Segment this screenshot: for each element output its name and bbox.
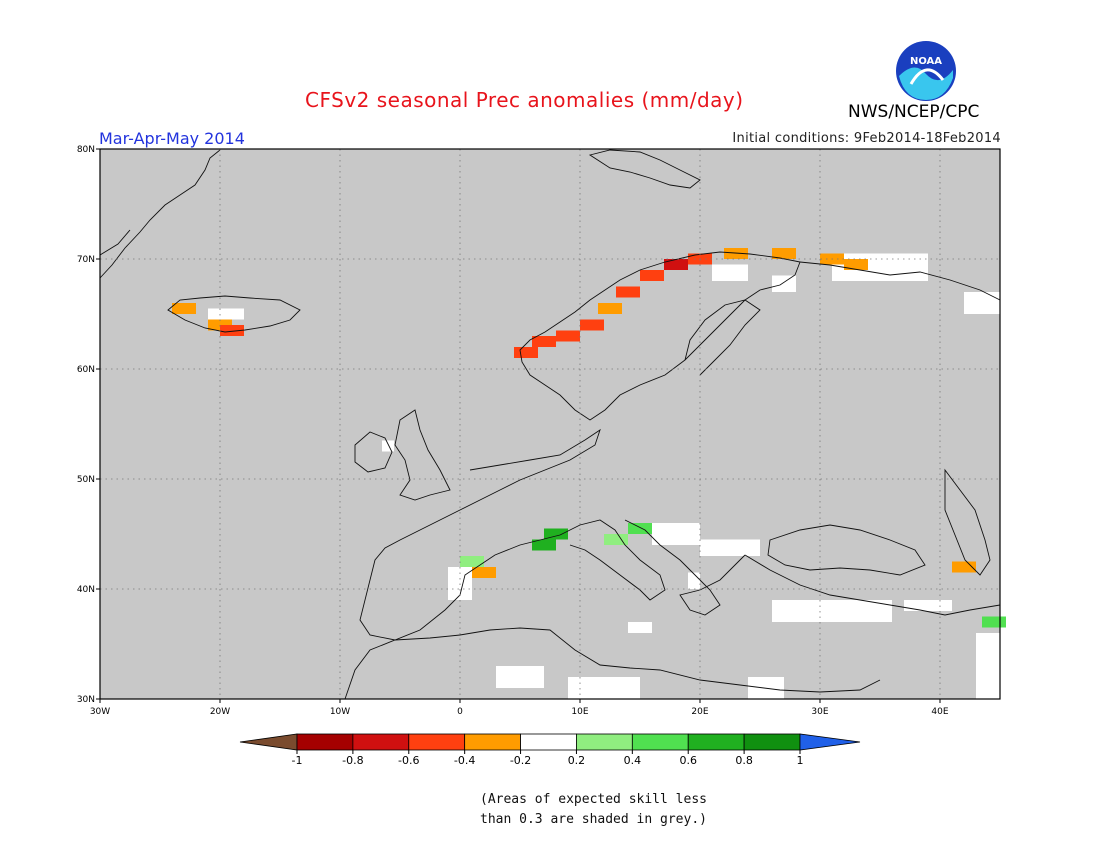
lat-tick-label: 30N: [77, 695, 95, 705]
lon-tick-label: 10E: [571, 707, 588, 717]
agency-label: NWS/NCEP/CPC: [848, 102, 980, 122]
footnote-line-1: (Areas of expected skill less: [480, 792, 707, 807]
coast-black-sea: [767, 524, 926, 576]
colorbar-segment: [464, 733, 521, 751]
coast-scandinavia: [519, 251, 801, 421]
lon-tick-label: 20E: [691, 707, 708, 717]
colorbar-high-arrow: [799, 733, 861, 751]
lon-tick-label: 10W: [330, 707, 350, 717]
anomaly-cell: [844, 259, 868, 270]
anomaly-cell: [580, 319, 604, 331]
anomaly-cell: [472, 567, 496, 578]
initial-conditions-label: Initial conditions: 9Feb2014-18Feb2014: [732, 131, 1001, 146]
coast-svalbard: [588, 149, 701, 189]
colorbar-low-arrow: [239, 733, 298, 751]
anomaly-cell: [628, 523, 652, 534]
colorbar-label: 0.6: [679, 754, 697, 767]
near-normal-patch: [772, 600, 892, 622]
colorbar-label: -1: [292, 754, 303, 767]
lat-tick-label: 80N: [77, 145, 95, 155]
near-normal-patch: [568, 677, 640, 699]
anomaly-cell: [598, 303, 622, 314]
anomaly-cell: [664, 259, 688, 270]
near-normal-patch: [208, 308, 244, 320]
skill-footnote: (Areas of expected skill less than 0.3 a…: [480, 790, 780, 830]
colorbar-label: 0.2: [568, 754, 586, 767]
anomaly-cell: [220, 325, 244, 336]
lat-tick-label: 50N: [77, 475, 95, 485]
coast-iceland: [167, 295, 301, 333]
noaa-logo: NOAA: [896, 41, 956, 101]
coast-bothnia: [684, 299, 761, 376]
chart-title: CFSv2 seasonal Prec anomalies (mm/day): [305, 88, 744, 112]
anomaly-cell: [460, 556, 484, 567]
anomaly-cell: [172, 303, 196, 314]
footnote-line-2: than 0.3 are shaded in grey.): [480, 812, 707, 827]
lon-tick-label: 40E: [931, 707, 948, 717]
near-normal-patch: [712, 264, 748, 281]
graticule: [100, 149, 1000, 699]
map-frame: [99, 148, 1001, 700]
logo-text: NOAA: [910, 56, 942, 67]
colorbar-label: 1: [797, 754, 804, 767]
colorbar-label: 0.8: [735, 754, 753, 767]
anomaly-cell: [640, 270, 664, 281]
anomaly-cell: [982, 616, 1006, 628]
near-normal-patch: [964, 292, 1000, 314]
colorbar: -1 -0.8 -0.6 -0.4 -0.2 0.2 0.4 0.6 0.8 1: [239, 733, 861, 767]
coast-britain: [394, 409, 451, 501]
coast-italy: [559, 519, 666, 601]
anomaly-cell: [616, 286, 640, 298]
colorbar-segment: [296, 733, 354, 751]
colorbar-segment: [576, 733, 633, 751]
colorbar-segment: [631, 733, 689, 751]
near-normal-patch: [976, 633, 1000, 699]
anomaly-cell: [604, 534, 628, 545]
axis-ticks: 30W 20W 10W 0 10E 20E 30E 40E 30N 40N 50N 60N 70N 80N: [77, 145, 949, 717]
colorbar-segment: [352, 733, 410, 751]
lon-tick-label: 0: [457, 707, 463, 717]
season-label: Mar-Apr-May 2014: [99, 129, 245, 148]
colorbar-label: -0.6: [398, 754, 419, 767]
coast-caspian: [944, 468, 991, 576]
near-normal-patch: [688, 572, 700, 589]
near-normal-patch: [628, 622, 652, 633]
anomaly-cell: [532, 539, 556, 551]
colorbar-label: -0.8: [342, 754, 363, 767]
anomaly-cell: [514, 347, 538, 358]
coast-turkey: [744, 554, 1001, 616]
lat-tick-label: 60N: [77, 365, 95, 375]
anomaly-cell: [556, 330, 580, 342]
lat-tick-label: 70N: [77, 255, 95, 265]
colorbar-segment: [408, 733, 466, 751]
near-normal-patch: [496, 666, 544, 688]
colorbar-segment: [520, 733, 577, 751]
anomaly-cell: [772, 248, 796, 259]
lon-tick-label: 20W: [210, 707, 230, 717]
near-normal-patch: [382, 440, 394, 452]
near-normal-patch: [700, 539, 760, 556]
lon-tick-label: 30E: [811, 707, 828, 717]
coast-ireland: [354, 431, 393, 473]
coast-greenland: [99, 149, 221, 279]
colorbar-segment: [687, 733, 745, 751]
lon-tick-label: 30W: [90, 707, 110, 717]
coast-balkans: [624, 519, 746, 616]
near-normal-patch: [904, 600, 952, 611]
anomaly-cell: [544, 528, 568, 540]
coast-kola: [799, 261, 1001, 301]
coast-north-africa: [344, 627, 881, 700]
anomaly-cell: [532, 336, 556, 347]
anomaly-cell: [952, 561, 976, 573]
colorbar-segment: [743, 733, 801, 751]
colorbar-label: -0.4: [454, 754, 475, 767]
lat-tick-label: 40N: [77, 585, 95, 595]
coastlines: [99, 149, 1001, 700]
colorbar-label: 0.4: [624, 754, 642, 767]
near-normal-patch: [652, 523, 700, 545]
coast-france-iberia: [359, 428, 601, 641]
colorbar-label: -0.2: [510, 754, 531, 767]
near-normal-patch: [772, 275, 796, 292]
